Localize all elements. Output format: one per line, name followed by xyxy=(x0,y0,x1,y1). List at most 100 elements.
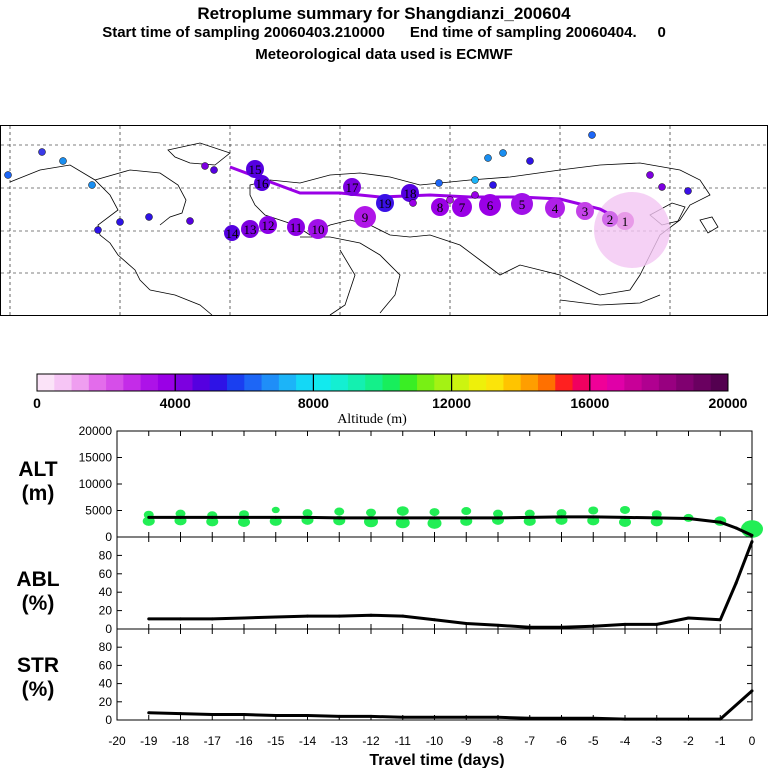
str-y-tick-label: 60 xyxy=(99,658,113,672)
trajectory-day-marker xyxy=(354,206,376,228)
colorbar-swatch xyxy=(261,374,280,391)
trajectory-day-label: 16 xyxy=(256,176,270,191)
colorbar-ticks: 0 4000 8000 12000 16000 20000 xyxy=(33,374,748,411)
str-data-point xyxy=(147,711,151,715)
colorbar-swatch xyxy=(451,374,470,391)
colorbar-swatch xyxy=(468,374,487,391)
abl-data-point xyxy=(464,621,468,625)
trajectory-day-marker xyxy=(452,197,472,217)
x-tick-label: -14 xyxy=(299,734,317,748)
x-tick-label: -7 xyxy=(524,734,535,748)
trajectory-day-label: 12 xyxy=(262,218,275,233)
abl-frame xyxy=(116,536,753,630)
abl-data-point xyxy=(337,614,341,618)
abl-data-point xyxy=(560,625,563,629)
alt-data-point xyxy=(179,515,182,519)
alt-particle-cluster xyxy=(334,507,345,516)
abl-y-tick-label: 0 xyxy=(105,622,112,636)
str-data-point xyxy=(655,717,659,721)
trajectory-day-label: 7 xyxy=(459,200,466,215)
abl-data-point xyxy=(433,618,436,622)
abl-label: ABL xyxy=(16,568,59,591)
abl-data-point xyxy=(496,623,500,627)
alt-data-point xyxy=(274,515,278,519)
trajectory-particle-dot xyxy=(526,157,534,165)
trajectory-particle-dot xyxy=(646,171,654,179)
alt-y-tick-label: 15000 xyxy=(79,451,113,465)
colorbar-swatch xyxy=(54,374,73,391)
abl-panel-label: ABL (%) xyxy=(16,568,59,615)
colorbar-swatch xyxy=(520,374,539,391)
trajectory-day-label: 17 xyxy=(346,180,360,195)
alt-particle-cluster xyxy=(620,505,630,514)
str-label: STR xyxy=(17,654,59,677)
x-tick-label: -9 xyxy=(461,734,472,748)
colorbar-swatch xyxy=(37,374,55,391)
trajectory-day-label: 8 xyxy=(437,200,444,215)
colorbar-swatch xyxy=(140,374,159,391)
str-panel-label: STR (%) xyxy=(17,654,59,701)
abl-data-point xyxy=(179,617,182,621)
trajectory-particle-dot xyxy=(435,179,443,187)
trajectory-day-marker xyxy=(401,184,419,202)
alt-data-point xyxy=(591,515,595,519)
trajectory-particle-dot xyxy=(658,183,666,191)
trajectory-day-marker xyxy=(479,194,501,216)
trajectory-particle-dot xyxy=(186,217,194,225)
trajectory-day-label: 5 xyxy=(519,197,526,212)
alt-particle-cluster xyxy=(524,509,535,518)
abl-data-point xyxy=(210,617,214,621)
str-data-point xyxy=(401,715,405,719)
alt-data-point xyxy=(433,516,436,520)
trajectory-day-marker xyxy=(431,198,449,216)
alt-y-tick-label: 5000 xyxy=(85,504,112,518)
str-data-point xyxy=(242,713,246,717)
colorbar-swatch xyxy=(503,374,522,391)
x-tick-label: -10 xyxy=(426,734,444,748)
alt-y-tick-label: 0 xyxy=(105,530,112,544)
colorbar-tick-label: 0 xyxy=(33,395,41,411)
abl-data-point xyxy=(147,617,151,621)
str-data-point xyxy=(591,716,595,720)
alt-particle-cluster xyxy=(427,517,442,529)
str-data-point xyxy=(687,717,690,721)
colorbar-swatch xyxy=(278,374,297,391)
trajectory-particle-dot xyxy=(471,191,479,199)
sampling-time-line: Start time of sampling 20060403.210000 E… xyxy=(102,24,666,41)
trajectory-particle-dot xyxy=(484,154,492,162)
str-series-line xyxy=(148,689,753,721)
alt-y-tick-label: 10000 xyxy=(79,477,113,491)
trajectory-day-label: 10 xyxy=(312,222,325,237)
str-data-point xyxy=(528,716,532,720)
trajectory-day-label: 2 xyxy=(607,212,614,227)
abl-data-point xyxy=(242,616,246,620)
colorbar-swatch xyxy=(382,374,401,391)
alt-data-point xyxy=(369,516,373,520)
colorbar-swatch xyxy=(658,374,677,391)
plume-release-region xyxy=(594,192,670,268)
met-data-line: Meteorological data used is ECMWF xyxy=(255,46,513,63)
x-tick-label: -18 xyxy=(172,734,190,748)
trajectory-day-marker xyxy=(511,193,533,215)
str-y-tick-label: 80 xyxy=(99,640,113,654)
alt-data-point xyxy=(560,515,563,519)
colorbar-swatch xyxy=(399,374,418,391)
trajectory-day-label: 9 xyxy=(362,210,369,225)
str-y-tick-label: 40 xyxy=(99,677,113,691)
trajectory-particle-dot xyxy=(499,149,507,157)
trajectory-day-marker xyxy=(576,202,594,220)
alt-data-point xyxy=(623,515,627,519)
str-frame xyxy=(116,628,753,721)
alt-particle-cluster xyxy=(461,507,472,516)
colorbar-swatch xyxy=(693,374,712,391)
alt-particle-cluster xyxy=(302,509,313,518)
abl-data-point xyxy=(369,613,373,617)
str-data-point xyxy=(496,715,500,719)
abl-data-point xyxy=(528,625,532,629)
alt-data-point xyxy=(306,515,309,519)
trajectory-day-marker xyxy=(241,220,259,238)
plot-area: 0 5000 10000 15000 20000 0 20 40 60 80 0 20 40 60 80 -2… xyxy=(79,424,763,748)
trajectory-day-marker xyxy=(376,194,394,212)
